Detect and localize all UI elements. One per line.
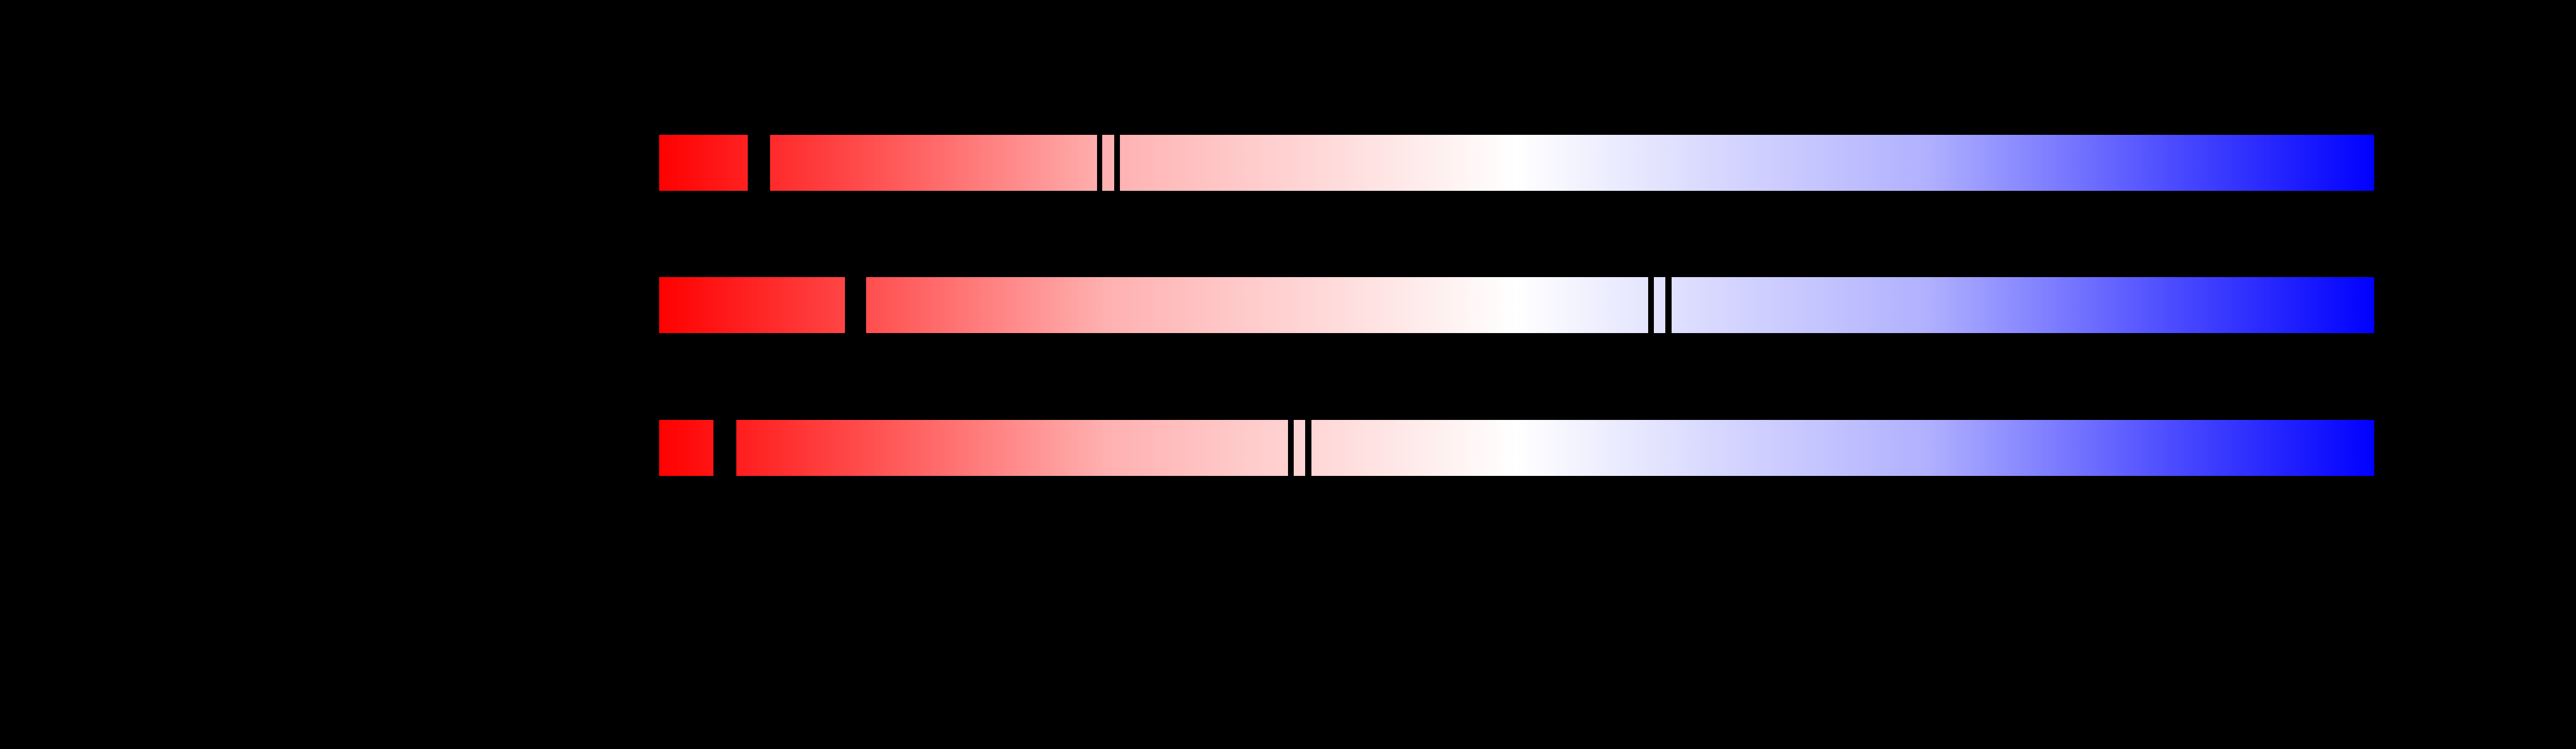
bar-3-marker-line-1 xyxy=(1288,419,1294,476)
bar-1-break-gap xyxy=(748,134,770,191)
bar-3-marker-line-2 xyxy=(1305,419,1311,476)
gradient-bar-2 xyxy=(659,277,2374,334)
bar-1-marker-line-2 xyxy=(1114,134,1120,191)
gradient-bar-3 xyxy=(659,419,2374,476)
bar-2-break-gap xyxy=(845,277,866,334)
bar-2-marker-line-2 xyxy=(1665,277,1672,334)
bar-2-marker-line-1 xyxy=(1648,277,1654,334)
bar-3-break-gap xyxy=(713,419,736,476)
gradient-bar-1 xyxy=(659,134,2374,191)
bar-1-marker-line-1 xyxy=(1097,134,1102,191)
